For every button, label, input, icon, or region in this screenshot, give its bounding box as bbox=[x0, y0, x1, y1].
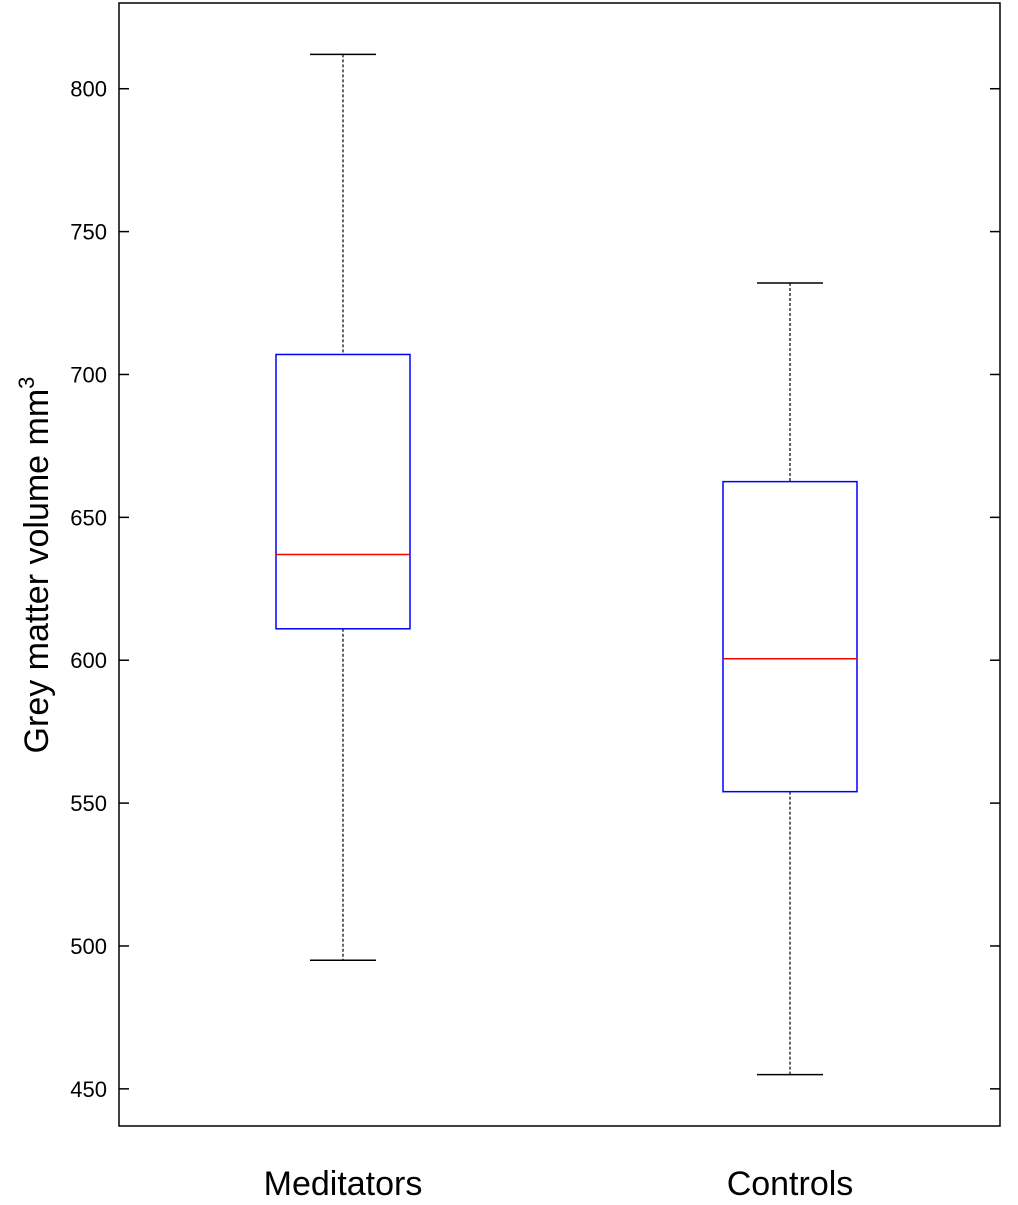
x-axis-category-labels: Meditators Controls bbox=[264, 1165, 854, 1203]
y-tick-label: 750 bbox=[70, 220, 107, 245]
y-tick-label: 800 bbox=[70, 77, 107, 102]
interquartile-box bbox=[275, 353, 411, 630]
boxes-layer bbox=[275, 53, 858, 1076]
y-axis-title: Grey matter volume mm3 bbox=[14, 377, 56, 754]
y-tick-label: 700 bbox=[70, 362, 107, 387]
y-axis-title-superscript: 3 bbox=[14, 377, 39, 389]
interquartile-box bbox=[722, 480, 858, 793]
y-tick-label: 650 bbox=[70, 505, 107, 530]
y-tick-label: 500 bbox=[70, 934, 107, 959]
y-tick-label: 600 bbox=[70, 648, 107, 673]
x-category-label: Controls bbox=[727, 1165, 854, 1200]
box-controls bbox=[722, 282, 858, 1076]
x-category-label: Meditators bbox=[264, 1165, 423, 1200]
y-axis-ticks: 450 500 550 600 650 700 750 800 bbox=[70, 77, 1000, 1102]
y-tick-label: 550 bbox=[70, 791, 107, 816]
plot-area-frame bbox=[118, 2, 1001, 1127]
box-meditators bbox=[275, 53, 411, 962]
y-axis-title-text: Grey matter volume mm bbox=[18, 389, 56, 754]
y-tick-label: 450 bbox=[70, 1077, 107, 1102]
